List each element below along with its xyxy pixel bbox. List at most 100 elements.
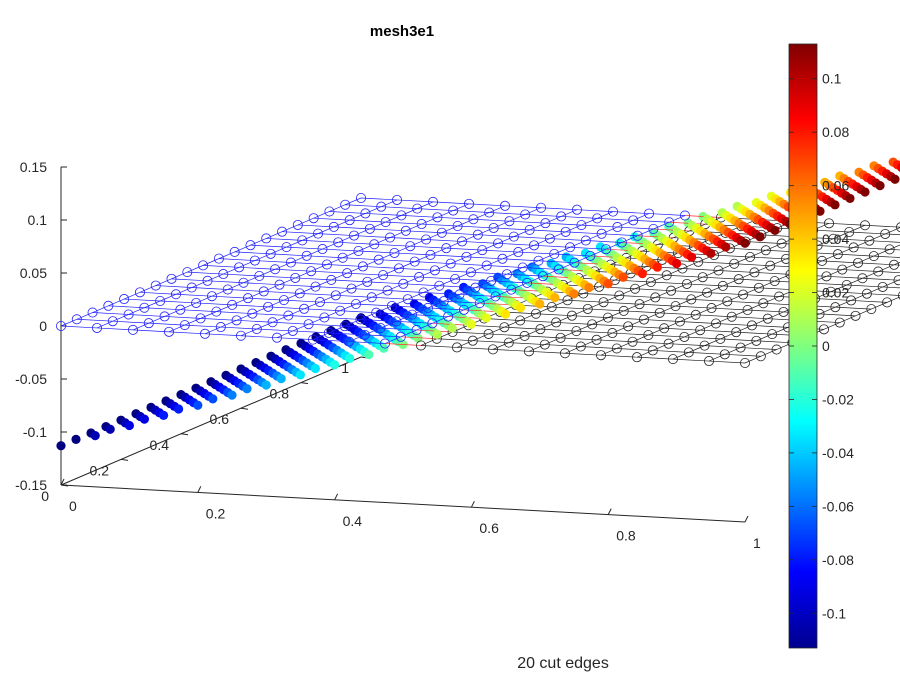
mesh-edge [355,296,372,305]
mesh-node [853,257,864,268]
mesh-node [317,244,328,255]
fiedler-point [481,313,491,323]
mesh-edge [708,353,725,362]
mesh-node [580,235,591,246]
mesh-node [767,329,778,340]
fiedler-point [193,400,203,410]
mesh-edge [211,289,228,297]
mesh-edge [128,314,165,317]
cut-edge [400,336,437,340]
mesh-edge [498,243,535,246]
mesh-node [375,323,386,334]
mesh-edge [688,345,705,353]
mesh-edge [828,222,866,226]
mesh-edge [511,282,528,290]
mesh-node [627,336,638,347]
mesh-edge [266,231,283,239]
mesh-edge [351,288,388,291]
mesh-edge [112,314,129,322]
mesh-node [213,253,224,264]
mesh-edge [650,281,687,285]
mesh-edge [472,340,509,343]
mesh-edge [817,245,854,248]
mesh-edge [401,208,418,216]
mesh-edge [479,296,496,304]
fiedler-point [447,323,457,333]
mesh-node [618,305,629,316]
mesh-node [362,276,373,287]
mesh-edge [691,292,708,300]
mesh-edge [535,313,572,317]
mesh-node [834,317,845,328]
mesh-edge [545,222,582,226]
mesh-edge [456,340,473,348]
fiedler-point [227,390,237,400]
mesh-node [880,228,891,239]
mesh-edge [477,234,514,237]
mesh-edge [295,277,332,281]
mesh-node [556,211,567,222]
colorbar-tick-label: 0.06 [822,178,849,194]
mesh-edge [398,261,415,269]
mesh-edge [468,203,506,207]
mesh-edge [227,289,264,292]
mesh-edge [534,244,571,248]
mesh-edge [281,224,298,233]
mesh-edge [659,305,676,314]
mesh-edge [684,336,721,340]
mesh-edge [338,235,355,243]
z-tick-label: 0.15 [20,159,47,175]
mesh-edge [421,223,458,227]
mesh-node [445,258,456,269]
mesh-edge [417,201,434,209]
mesh-edge [524,328,541,337]
mesh-edge [286,246,323,250]
mesh-edge [580,339,597,347]
mesh-edge [232,304,269,308]
mesh-edge [648,334,685,338]
mesh-edge [894,264,900,266]
mesh-edge [308,317,325,325]
fiedler-point [897,163,900,172]
mesh-edge [466,249,483,258]
mesh-edge [540,322,557,330]
colorbar-tick-label: 0.04 [822,231,849,247]
mesh-edge [727,300,764,304]
mesh-node [409,256,420,267]
fiedler-point [830,200,840,210]
mesh-edge [554,246,571,255]
mesh-edge [666,274,703,278]
mesh-edge [695,314,732,318]
mesh-edge [297,224,334,228]
mesh-edge [240,335,278,339]
mesh-edge [417,208,454,211]
mesh-node [337,252,348,263]
mesh-node [697,272,708,283]
mesh-node [616,237,627,248]
mesh-edge [544,337,561,345]
mesh-edge [632,341,669,345]
mesh-edge [765,243,782,251]
mesh-edge [348,334,365,342]
mesh-edge [754,272,791,275]
mesh-edge [636,350,653,358]
mesh-node [299,303,310,314]
mesh-node [893,275,900,286]
mesh-edge [751,318,768,326]
mesh-edge [722,285,759,289]
mesh-edge [329,211,366,214]
mesh-node [319,312,330,323]
mesh-edge [587,308,624,312]
colorbar-tick-label: 0.02 [822,285,849,301]
mesh-edge [648,213,686,216]
mesh-node [882,297,893,308]
mesh-node [529,240,540,251]
mesh-node [715,333,726,344]
mesh-edge [549,231,566,239]
mesh-edge [700,329,737,333]
mesh-edge [344,319,361,327]
mesh-node [416,219,427,230]
mesh-node [735,342,746,353]
mesh-edge [387,283,404,291]
mesh-edge [380,321,397,329]
